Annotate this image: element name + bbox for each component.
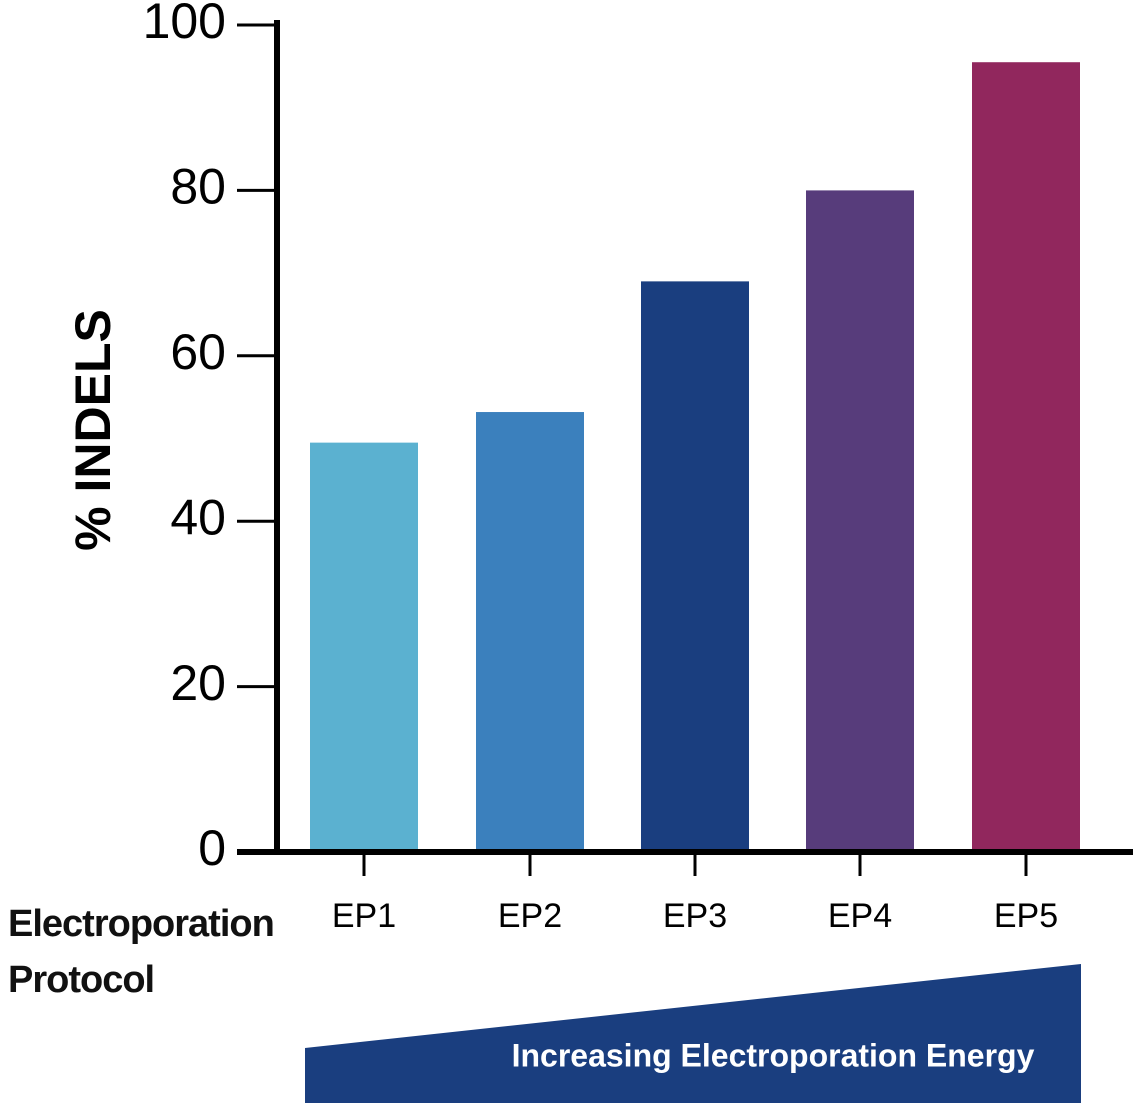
x-tick-label: EP4: [828, 897, 892, 935]
x-tick-label: EP3: [663, 897, 727, 935]
y-tick-label: 40: [170, 489, 226, 545]
y-tick-label: 0: [198, 820, 226, 876]
y-tick-label: 20: [170, 655, 226, 711]
x-tick-label: EP1: [332, 897, 396, 935]
y-tick-label: 80: [170, 159, 226, 215]
energy-wedge: [305, 964, 1081, 1103]
y-axis-label: % INDELS: [65, 309, 121, 551]
x-axis-label: Electroporation Protocol: [8, 903, 275, 1001]
bar: [806, 190, 914, 852]
x-tick-label: EP2: [498, 897, 562, 935]
annotation: Increasing Electroporation Energy: [512, 1037, 1035, 1073]
bar: [972, 62, 1080, 852]
bar: [476, 412, 584, 852]
x-tick-label: EP5: [994, 897, 1058, 935]
bar: [641, 281, 749, 852]
bar: [310, 442, 418, 852]
y-tick-label: 100: [143, 0, 226, 49]
y-tick-label: 60: [170, 324, 226, 380]
